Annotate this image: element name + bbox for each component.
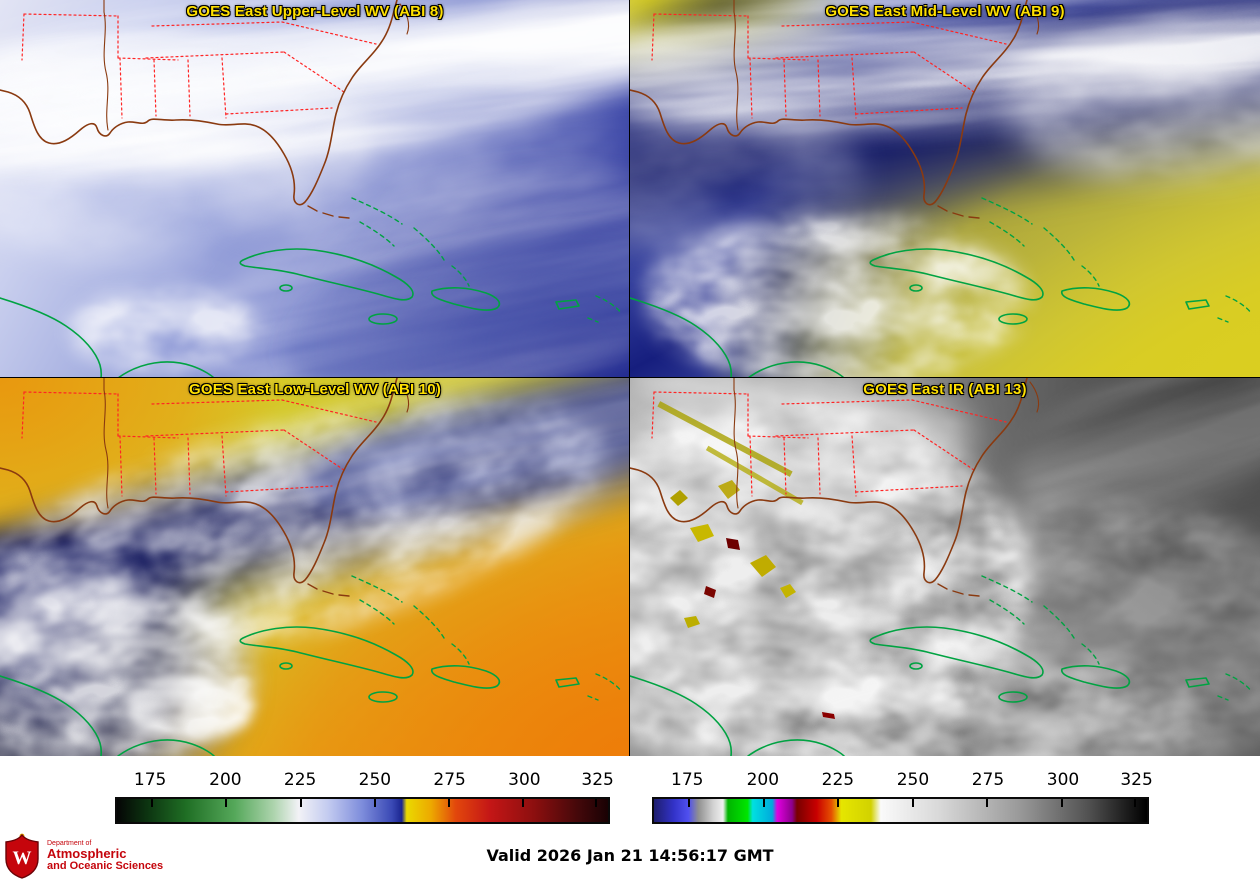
uw-crest-icon: W [5, 833, 39, 879]
tick-label: 250 [896, 770, 930, 790]
tick-label: 325 [581, 770, 614, 790]
tick-label: 225 [283, 770, 317, 790]
colorbar-ir: 175 200 225 250 275 300 325 [630, 756, 1260, 832]
tick-label: 175 [133, 770, 167, 790]
colorbar-wv-bar [115, 797, 610, 824]
panel-mid-level-wv: GOES East Mid-Level WV (ABI 9) [629, 0, 1260, 379]
colorbar-wv-tick-labels: 175 200 225 250 275 300 325 [115, 770, 614, 794]
panel-title-ir: GOES East IR (ABI 13) [863, 381, 1027, 398]
colorbar-wv: 175 200 225 250 275 300 325 [0, 756, 630, 832]
tick-label: 300 [508, 770, 541, 790]
uw-aos-logo: W Department of Atmospheric and Oceanic … [2, 833, 163, 879]
imagery-overlay-ir [630, 378, 1260, 756]
panel-title-upper-wv: GOES East Upper-Level WV (ABI 8) [186, 3, 444, 20]
valid-time: Valid 2026 Jan 21 14:56:17 GMT [486, 846, 774, 865]
tick-label: 300 [1046, 770, 1080, 790]
satellite-panel-grid: GOES East Upper-Level WV (ABI 8) GOES Ea… [0, 0, 1260, 757]
tick-label: 275 [433, 770, 466, 790]
panel-title-mid-wv: GOES East Mid-Level WV (ABI 9) [825, 3, 1065, 20]
colorbar-section: 175 200 225 250 275 300 325 175 200 225 … [0, 756, 1260, 832]
colorbar-ir-tick-labels: 175 200 225 250 275 300 325 [652, 770, 1153, 794]
panel-ir: GOES East IR (ABI 13) [629, 377, 1260, 757]
imagery-overlay-low-wv [0, 378, 630, 756]
panel-upper-level-wv: GOES East Upper-Level WV (ABI 8) [0, 0, 631, 379]
logo-dept-line: Atmospheric [47, 846, 127, 862]
ir-cold-cloud-specks [657, 401, 835, 719]
panel-title-low-wv: GOES East Low-Level WV (ABI 10) [188, 381, 442, 398]
logo-dept-line: Department of [47, 839, 92, 847]
tick-label: 250 [358, 770, 392, 790]
panel-low-level-wv: GOES East Low-Level WV (ABI 10) [0, 377, 631, 757]
tick-label: 225 [821, 770, 855, 790]
tick-label: 275 [971, 770, 1005, 790]
tick-label: 325 [1120, 770, 1153, 790]
footer: W Department of Atmospheric and Oceanic … [0, 832, 1260, 882]
tick-label: 200 [209, 770, 242, 790]
colorbar-ir-bar [652, 797, 1149, 824]
imagery-overlay-upper-wv [0, 0, 630, 378]
logo-dept-line: and Oceanic Sciences [47, 859, 164, 872]
imagery-overlay-mid-wv [630, 0, 1260, 378]
tick-label: 200 [746, 770, 780, 790]
logo-text: Department of Atmospheric and Oceanic Sc… [47, 840, 163, 873]
tick-label: 175 [671, 770, 704, 790]
svg-text:W: W [13, 848, 32, 869]
